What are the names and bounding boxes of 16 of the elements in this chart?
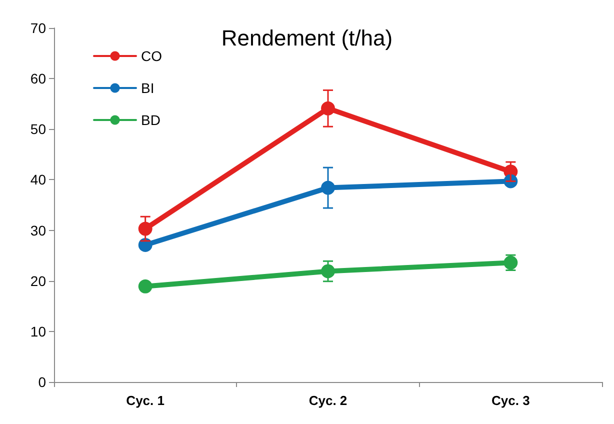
x-tick-label: Cyc. 3 [492, 393, 530, 408]
legend-label: CO [141, 48, 162, 64]
point [138, 279, 152, 294]
y-tick-label: 70 [30, 20, 46, 36]
y-tick-label: 30 [30, 222, 46, 238]
y-tick-label: 40 [30, 172, 46, 188]
y-tick-label: 50 [30, 121, 46, 138]
y-tick-label: 60 [30, 70, 46, 87]
y-tick-label: 0 [38, 374, 46, 390]
chart-title: Rendement (t/ha) [221, 26, 393, 50]
x-tick-label: Cyc. 1 [126, 393, 164, 408]
legend-label: BI [141, 80, 154, 96]
x-tick-label: Cyc. 2 [308, 393, 348, 408]
legend-label: BD [141, 112, 160, 128]
y-tick-label: 20 [30, 272, 46, 289]
y-tick-label: 10 [30, 323, 46, 340]
